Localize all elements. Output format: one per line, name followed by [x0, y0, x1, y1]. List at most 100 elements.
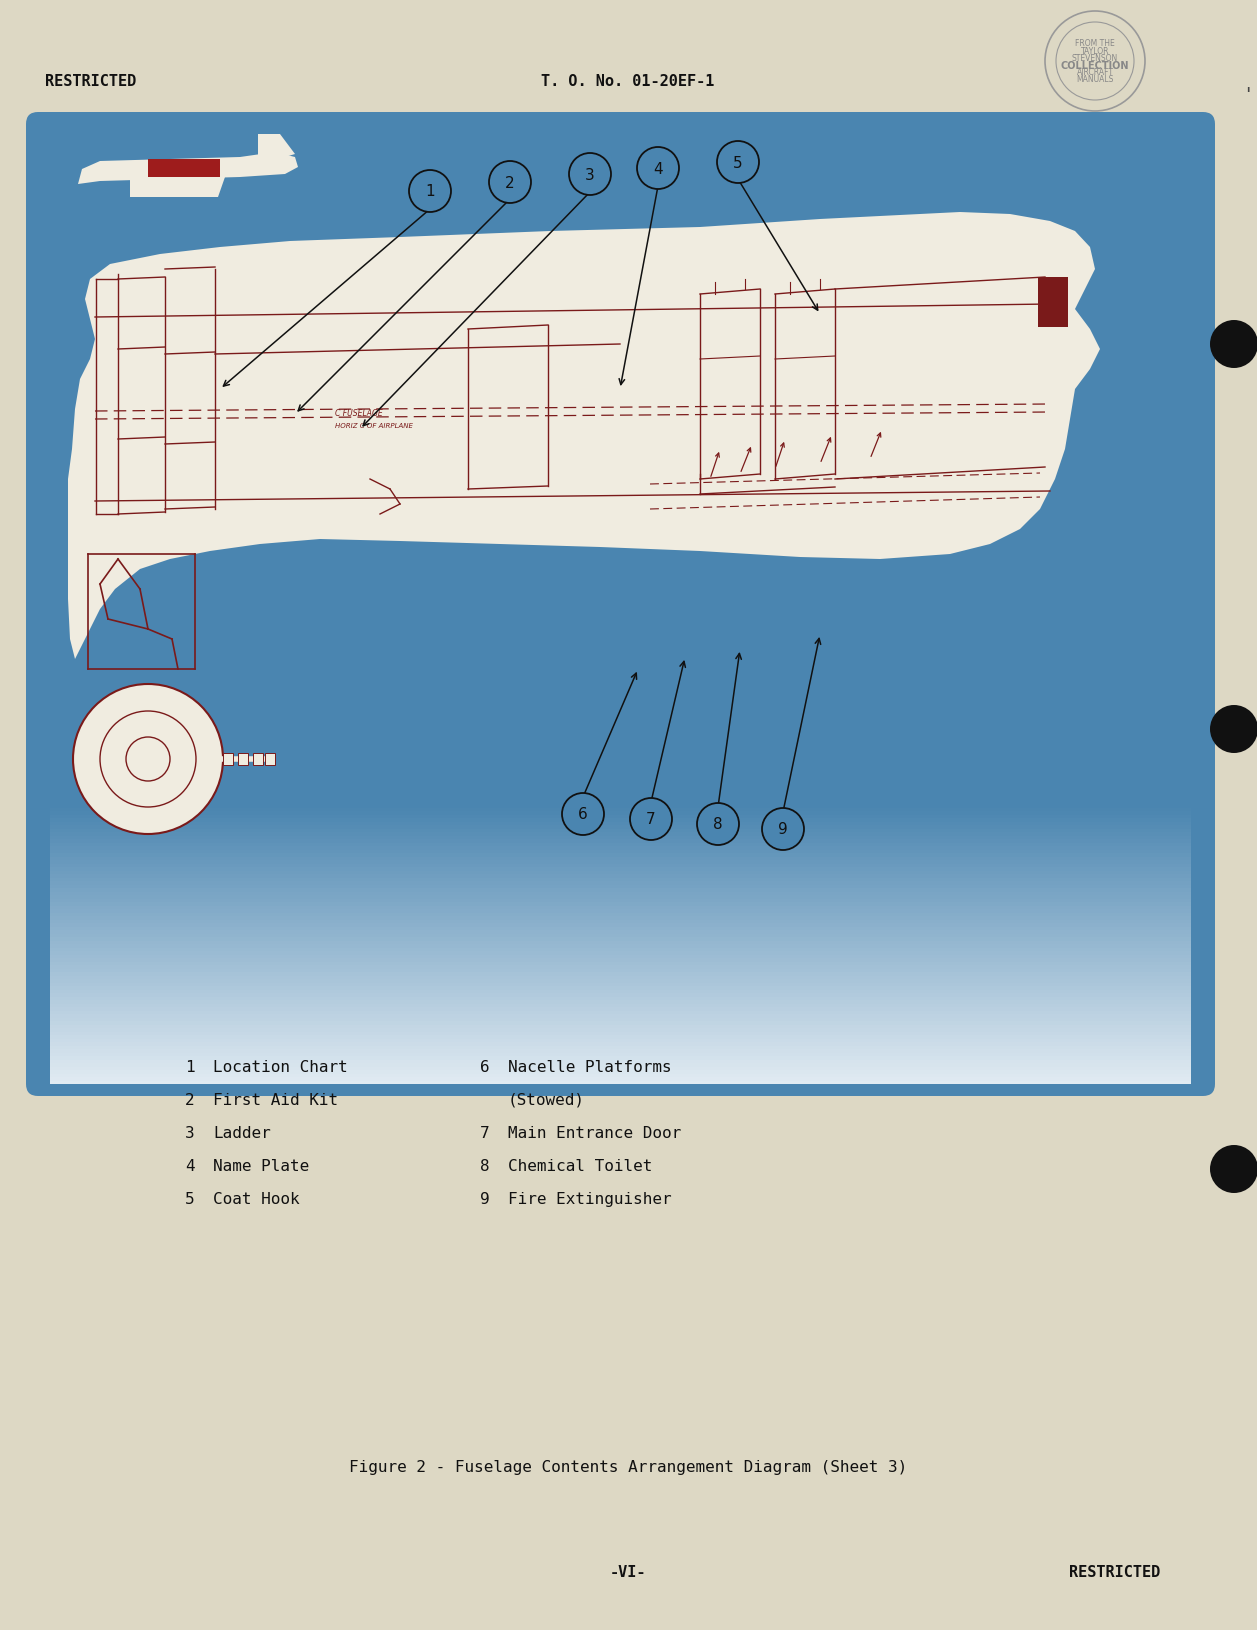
Bar: [265, 753, 275, 766]
Bar: [50, 900, 1190, 903]
Text: (Stowed): (Stowed): [508, 1092, 585, 1107]
Circle shape: [696, 804, 739, 846]
Bar: [50, 1077, 1190, 1081]
Bar: [50, 1038, 1190, 1043]
Text: 2: 2: [185, 1092, 195, 1107]
Polygon shape: [68, 214, 1100, 660]
Text: MANUALS: MANUALS: [1076, 75, 1114, 85]
Text: 5: 5: [733, 155, 743, 171]
Bar: [50, 1004, 1190, 1007]
Bar: [50, 1063, 1190, 1068]
Circle shape: [637, 148, 679, 189]
Circle shape: [562, 794, 605, 836]
Text: TAYLOR: TAYLOR: [1081, 47, 1109, 55]
Bar: [253, 753, 263, 766]
Bar: [50, 830, 1190, 833]
Bar: [50, 919, 1190, 924]
Text: C FUSELAGE: C FUSELAGE: [336, 409, 382, 417]
Text: 3: 3: [585, 168, 595, 183]
Text: Figure 2 - Fuselage Contents Arrangement Diagram (Sheet 3): Figure 2 - Fuselage Contents Arrangement…: [349, 1459, 908, 1474]
Bar: [50, 1025, 1190, 1029]
Bar: [50, 1035, 1190, 1038]
Bar: [50, 973, 1190, 976]
Bar: [50, 949, 1190, 952]
Bar: [50, 857, 1190, 861]
Bar: [50, 965, 1190, 968]
Bar: [1038, 277, 1068, 328]
Bar: [50, 906, 1190, 910]
Bar: [50, 849, 1190, 854]
Bar: [50, 846, 1190, 851]
Bar: [50, 808, 1190, 812]
Bar: [50, 1053, 1190, 1056]
Text: 4: 4: [654, 161, 662, 176]
Text: ': ': [1246, 85, 1251, 104]
Text: Location Chart: Location Chart: [212, 1060, 348, 1074]
Text: Ladder: Ladder: [212, 1125, 270, 1141]
Bar: [50, 825, 1190, 830]
Text: RESTRICTED: RESTRICTED: [1068, 1565, 1160, 1579]
Text: 6: 6: [578, 807, 588, 822]
Bar: [50, 944, 1190, 949]
Bar: [50, 934, 1190, 937]
Text: Nacelle Platforms: Nacelle Platforms: [508, 1060, 671, 1074]
Circle shape: [630, 799, 672, 841]
Bar: [50, 895, 1190, 900]
Bar: [50, 986, 1190, 989]
Bar: [50, 924, 1190, 927]
Circle shape: [1210, 706, 1257, 753]
Circle shape: [1210, 321, 1257, 368]
Bar: [50, 913, 1190, 916]
Bar: [50, 1081, 1190, 1084]
Bar: [50, 952, 1190, 955]
Text: 1: 1: [185, 1060, 195, 1074]
Text: T. O. No. 01-20EF-1: T. O. No. 01-20EF-1: [542, 75, 715, 90]
Text: Coat Hook: Coat Hook: [212, 1192, 299, 1206]
Bar: [50, 989, 1190, 994]
Text: 1: 1: [425, 184, 435, 199]
Bar: [50, 993, 1190, 998]
Bar: [50, 839, 1190, 843]
Text: 7: 7: [480, 1125, 490, 1141]
Bar: [50, 983, 1190, 986]
Text: 7: 7: [646, 812, 656, 826]
Text: First Aid Kit: First Aid Kit: [212, 1092, 338, 1107]
Text: HORIZ C OF AIRPLANE: HORIZ C OF AIRPLANE: [336, 422, 412, 429]
Text: 8: 8: [713, 817, 723, 831]
Bar: [50, 910, 1190, 913]
Bar: [50, 1050, 1190, 1053]
Circle shape: [73, 685, 222, 835]
Bar: [50, 1068, 1190, 1071]
Bar: [50, 927, 1190, 931]
Bar: [50, 1017, 1190, 1022]
Text: 9: 9: [778, 822, 788, 836]
Bar: [50, 861, 1190, 864]
Bar: [50, 843, 1190, 846]
Bar: [50, 1071, 1190, 1074]
Text: Chemical Toilet: Chemical Toilet: [508, 1159, 652, 1174]
Bar: [50, 812, 1190, 815]
Polygon shape: [258, 135, 295, 158]
Text: 6: 6: [480, 1060, 490, 1074]
Bar: [50, 818, 1190, 822]
Text: FROM THE: FROM THE: [1075, 39, 1115, 49]
Polygon shape: [78, 153, 298, 184]
Bar: [50, 916, 1190, 919]
Bar: [50, 864, 1190, 867]
Bar: [50, 962, 1190, 965]
Bar: [50, 1007, 1190, 1011]
Text: -VI-: -VI-: [610, 1565, 646, 1579]
Bar: [50, 941, 1190, 944]
Circle shape: [101, 712, 196, 807]
Text: STEVENSON: STEVENSON: [1072, 54, 1119, 64]
Bar: [50, 833, 1190, 836]
Bar: [50, 870, 1190, 875]
Text: 4: 4: [185, 1159, 195, 1174]
Circle shape: [489, 161, 530, 204]
Bar: [50, 815, 1190, 818]
Bar: [50, 854, 1190, 857]
Bar: [50, 892, 1190, 895]
Bar: [50, 937, 1190, 941]
Bar: [50, 998, 1190, 1001]
Text: 5: 5: [185, 1192, 195, 1206]
